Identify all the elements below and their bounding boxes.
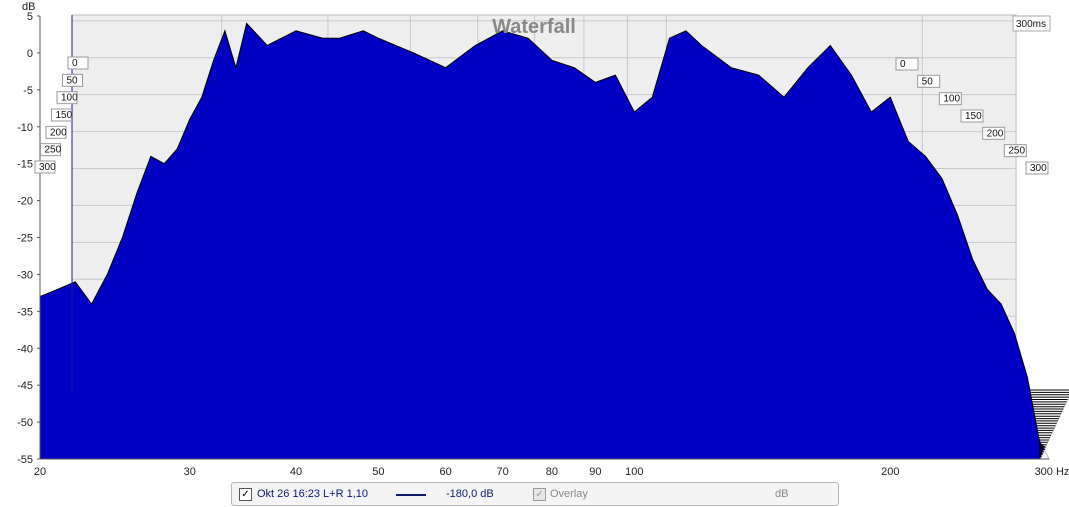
time-tick-label-left: 100 — [61, 93, 78, 104]
time-tick-box-left — [45, 125, 67, 139]
waterfall-slice — [39, 22, 1041, 460]
y-tick-label: -50 — [17, 417, 33, 429]
time-tick-label-right: 150 — [965, 111, 982, 122]
chart-title: Waterfall — [492, 16, 576, 38]
time-tick-box-left — [56, 91, 78, 105]
x-tick-label: 40 — [290, 466, 302, 478]
time-tick-box-right — [1025, 161, 1049, 175]
waterfall-slices — [39, 22, 1069, 460]
series-line-swatch — [396, 494, 426, 496]
x-tick-label: 50 — [372, 466, 384, 478]
time-tick-label-left: 150 — [56, 110, 73, 121]
time-tick-label-right: 50 — [922, 76, 934, 87]
time-axis-label-box: 300ms — [1012, 15, 1051, 32]
time-tick-label-right: 250 — [1008, 146, 1025, 157]
time-tick-label-left: 300 — [39, 162, 56, 173]
x-tick-label: 30 — [184, 466, 196, 478]
time-axis-label: 300ms — [1016, 19, 1046, 30]
y-tick-label: -30 — [17, 269, 33, 281]
y-tick-label: 0 — [27, 48, 33, 60]
time-tick-label-left: 0 — [72, 58, 78, 69]
time-tick-box-right — [917, 74, 941, 88]
time-tick-box-right — [982, 126, 1006, 140]
y-axis-label: dB — [22, 1, 35, 13]
overlay-label: Overlay — [550, 488, 588, 500]
time-tick-label-right: 300 — [1030, 163, 1047, 174]
series-checkbox[interactable]: ✓ — [239, 488, 252, 501]
time-tick-label-right: 100 — [943, 94, 960, 105]
y-tick-label: 5 — [27, 11, 33, 23]
y-tick-label: -40 — [17, 343, 33, 355]
y-tick-label: -25 — [17, 233, 33, 245]
time-tick-box-right — [938, 92, 962, 106]
y-tick-label: -5 — [23, 85, 33, 97]
series-name: Okt 26 16:23 L+R 1,10 — [257, 488, 368, 500]
x-tick-label: 90 — [589, 466, 601, 478]
y-tick-label: -10 — [17, 122, 33, 134]
x-tick-label: 100 — [625, 466, 643, 478]
legend-bar: ✓ Okt 26 16:23 L+R 1,10 -180,0 dB ✓ Over… — [231, 482, 839, 506]
x-tick-label: 300 Hz — [1035, 466, 1069, 478]
time-tick-box-right — [895, 57, 919, 71]
time-tick-box-right — [1003, 144, 1027, 158]
time-tick-label-right: 200 — [987, 128, 1004, 139]
y-tick-label: -15 — [17, 159, 33, 171]
series-value: -180,0 dB — [446, 488, 494, 500]
time-tick-box-left — [62, 73, 83, 87]
y-tick-label: -55 — [17, 454, 33, 466]
x-tick-label: 70 — [496, 466, 508, 478]
y-tick-label: -45 — [17, 380, 33, 392]
y-tick-label: -35 — [17, 306, 33, 318]
time-tick-box-left — [34, 160, 56, 174]
x-tick-label: 60 — [440, 466, 452, 478]
x-tick-label: 20 — [34, 466, 46, 478]
overlay-checkbox[interactable]: ✓ — [533, 488, 546, 501]
time-tick-box-left — [51, 108, 72, 122]
y-tick-label: -20 — [17, 196, 33, 208]
time-tick-box-right — [960, 109, 984, 123]
x-tick-label: 80 — [546, 466, 558, 478]
time-tick-box-left — [67, 56, 89, 70]
time-tick-box-left — [40, 143, 61, 157]
time-tick-label-left: 250 — [45, 145, 62, 156]
time-tick-label-right: 0 — [900, 59, 906, 70]
overlay-unit: dB — [775, 488, 789, 500]
time-tick-label-left: 200 — [50, 127, 67, 138]
time-tick-label-left: 50 — [67, 75, 79, 86]
x-tick-label: 200 — [881, 466, 899, 478]
